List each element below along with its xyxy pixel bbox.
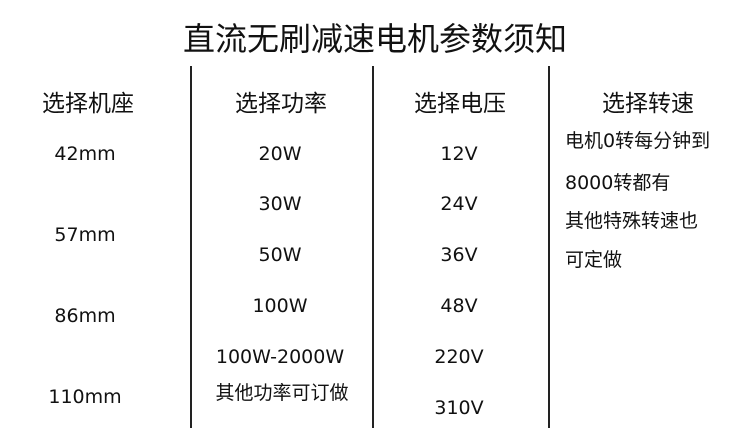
page-title: 直流无刷减速电机参数须知 [182,20,567,58]
voltage-value: 220V [434,346,484,368]
header-voltage: 选择电压 [414,91,506,117]
header-power: 选择功率 [235,91,327,117]
frame-size-value: 86mm [54,305,116,327]
speed-note-line: 电机0转每分钟到 [565,130,711,152]
column-divider [190,66,192,428]
power-value: 50W [258,244,302,266]
voltage-value: 310V [434,397,484,419]
frame-size-value: 42mm [54,143,116,165]
header-frame-size: 选择机座 [42,91,134,117]
column-divider [548,66,550,428]
speed-note-line: 其他特殊转速也 [565,210,699,232]
column-divider [372,66,374,428]
voltage-value: 12V [440,143,478,165]
voltage-value: 36V [440,244,478,266]
power-value: 30W [258,193,302,215]
power-value: 100W [252,295,308,317]
voltage-value: 48V [440,295,478,317]
voltage-value: 24V [440,193,478,215]
power-value: 20W [258,143,302,165]
speed-note-line: 8000转都有 [565,172,671,194]
frame-size-value: 110mm [48,386,122,408]
power-note: 其他功率可订做 [215,382,349,404]
power-value: 100W-2000W [215,346,345,368]
speed-note-line: 可定做 [565,249,623,271]
frame-size-value: 57mm [54,224,116,246]
header-speed: 选择转速 [602,91,694,117]
